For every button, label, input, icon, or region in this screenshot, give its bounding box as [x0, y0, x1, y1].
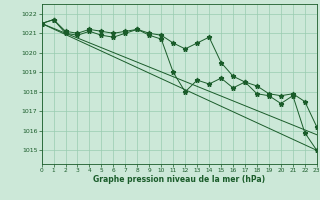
X-axis label: Graphe pression niveau de la mer (hPa): Graphe pression niveau de la mer (hPa): [93, 175, 265, 184]
